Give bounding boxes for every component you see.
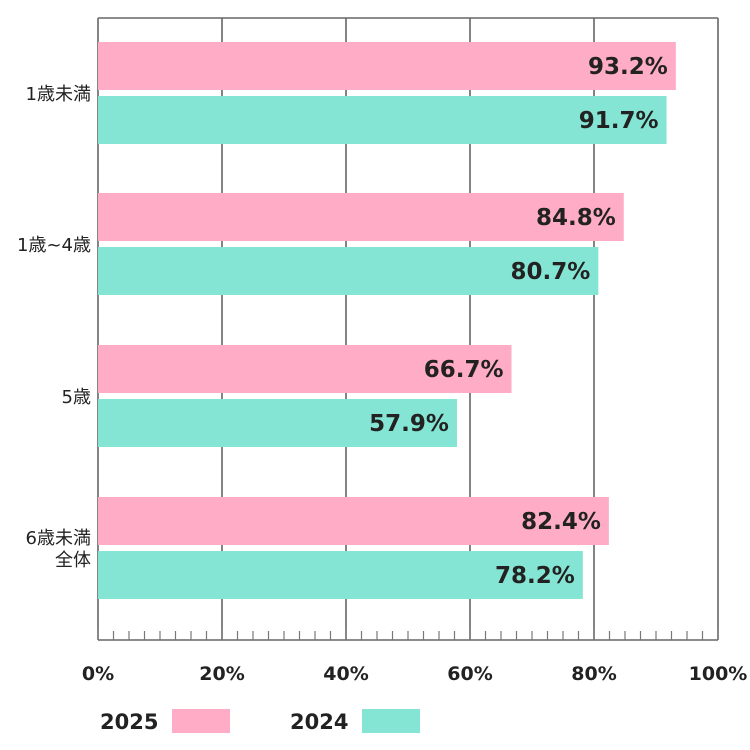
bar-2024-3 [98, 551, 583, 599]
legend-label: 2024 [290, 710, 348, 734]
x-tick-label: 40% [323, 663, 368, 685]
bar-value-label: 80.7% [511, 259, 591, 285]
category-label: 1歳~4歳 [17, 235, 91, 256]
x-tick-label: 80% [571, 663, 616, 685]
x-axis: 0% 20% 40% 60% 80% 100% [82, 628, 747, 685]
x-tick-label: 60% [447, 663, 492, 685]
x-tick-label: 0% [82, 663, 114, 685]
legend-swatch [172, 709, 230, 733]
bar-value-label: 66.7% [424, 357, 504, 383]
bar-value-label: 78.2% [495, 563, 575, 589]
x-tick-label: 100% [689, 663, 748, 685]
bar-value-label: 91.7% [579, 108, 659, 134]
bars: 93.2% 91.7% 84.8% 80.7% 66.7% 57.9% 82.4% 78.2% [98, 42, 676, 599]
category-label: 1歳未満 [26, 84, 91, 105]
category-label: 5歳 [62, 387, 91, 408]
bar-2024-1 [98, 247, 599, 295]
bar-2024-2 [98, 399, 457, 447]
legend: 2025 2024 [100, 709, 420, 734]
bar-value-label: 82.4% [521, 509, 601, 535]
category-label: 6歳未満 [26, 528, 91, 549]
bar-value-label: 57.9% [369, 411, 449, 437]
bar-value-label: 93.2% [588, 54, 668, 80]
category-label: 全体 [55, 550, 91, 571]
bar-value-label: 84.8% [536, 205, 616, 231]
legend-swatch [362, 709, 420, 733]
legend-label: 2025 [100, 710, 158, 734]
x-tick-label: 20% [199, 663, 244, 685]
bar-2025-3 [98, 497, 609, 545]
bar-2025-2 [98, 345, 512, 393]
bar-2025-1 [98, 193, 624, 241]
bar-2024-0 [98, 96, 667, 144]
bar-2025-0 [98, 42, 676, 90]
